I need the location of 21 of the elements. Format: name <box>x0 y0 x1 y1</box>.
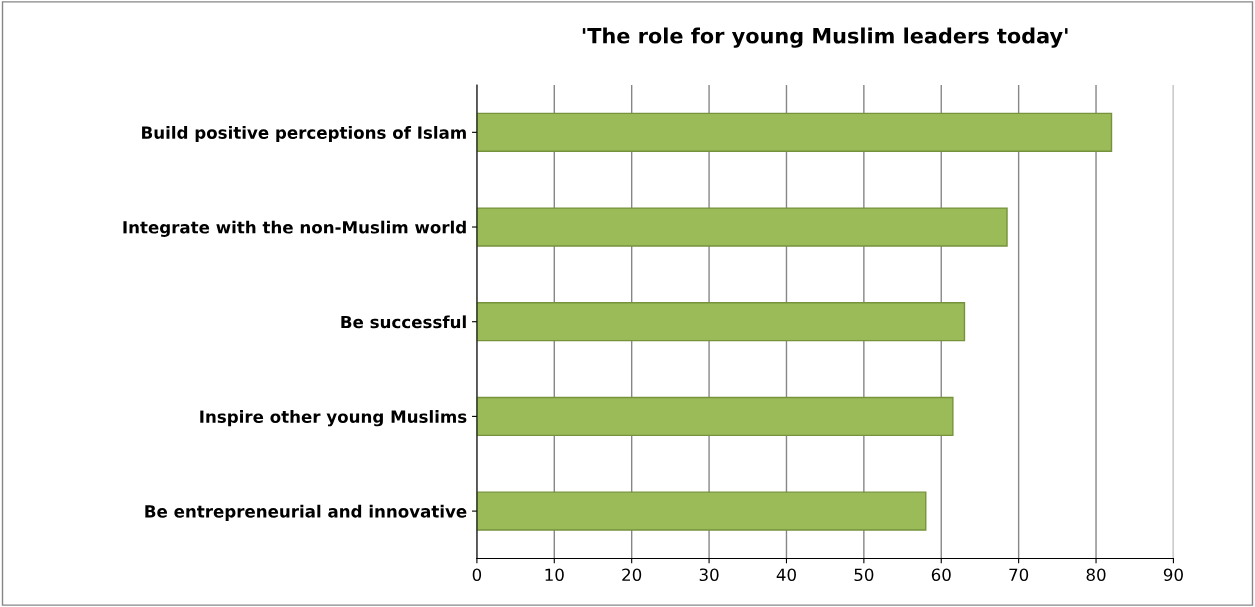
x-tick-label: 10 <box>545 568 564 582</box>
bar <box>476 112 1113 152</box>
x-tick-label: 20 <box>622 568 642 582</box>
x-tick-label: 90 <box>1163 568 1183 582</box>
bar <box>476 396 954 437</box>
x-tick-label: 80 <box>1086 568 1106 582</box>
y-tick-label: Be successful <box>341 315 466 329</box>
x-tick-label: 50 <box>854 568 874 582</box>
bar <box>476 302 966 342</box>
x-tick-label: 30 <box>699 568 719 582</box>
chart-title: 'The role for young Muslim leaders today' <box>582 27 1068 48</box>
y-tick-label: Integrate with the non-Muslim world <box>123 220 466 237</box>
x-tick-label: 40 <box>776 568 796 582</box>
x-tick-label: 60 <box>931 568 951 582</box>
bar <box>476 491 927 531</box>
bar <box>476 207 1008 247</box>
y-tick-label: Build positive perceptions of Islam <box>142 125 466 143</box>
y-tick-label: Be entrepreneurial and innovative <box>145 504 467 521</box>
y-tick-label: Inspire other young Muslims <box>200 410 467 427</box>
x-tick-label: 0 <box>472 568 482 582</box>
x-tick-label: 70 <box>1009 568 1029 582</box>
